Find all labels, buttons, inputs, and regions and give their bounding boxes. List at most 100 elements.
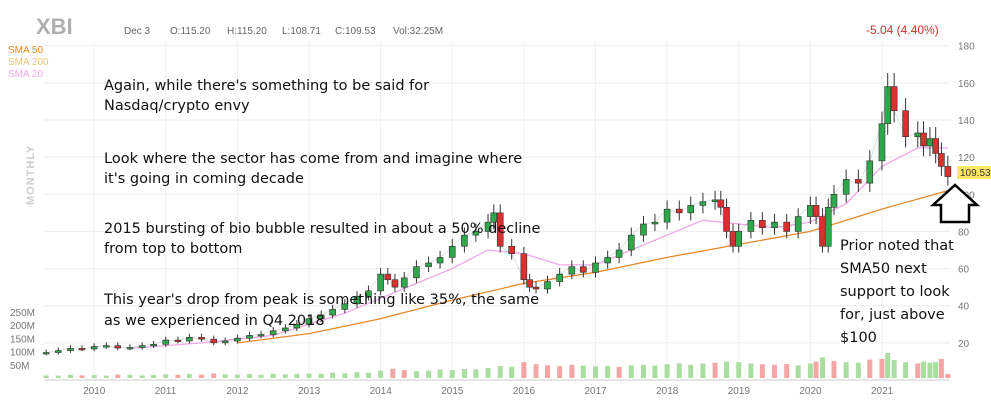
header-open: O:115.20 xyxy=(170,26,211,37)
volume-bar xyxy=(664,364,670,378)
volume-bar xyxy=(378,370,384,378)
candle-body xyxy=(759,219,766,229)
candle-body xyxy=(186,336,193,342)
volume-bar xyxy=(294,374,300,378)
candle-body xyxy=(687,205,695,214)
candle-body xyxy=(890,86,898,112)
candle-body xyxy=(640,223,647,236)
candle-body xyxy=(210,338,218,344)
candle-body xyxy=(246,335,253,339)
volume-bar xyxy=(43,375,49,378)
note-line-6: from top to bottom xyxy=(104,241,242,257)
candle-body xyxy=(824,206,832,247)
volume-bar xyxy=(151,375,157,378)
annotation-text: Again, while there's something to be sai… xyxy=(103,78,954,346)
volume-bar xyxy=(795,365,801,378)
x-tick-label: 2018 xyxy=(656,386,679,397)
volume-bar xyxy=(544,365,550,378)
legend-sma-50: SMA 50 xyxy=(8,45,43,56)
volume-bar xyxy=(945,374,951,378)
volume-bar xyxy=(759,364,765,378)
x-tick-label: 2017 xyxy=(584,386,607,397)
note-line-4: it's going in coming decade xyxy=(104,171,304,187)
note-line-8: as we experienced in Q4 2018 xyxy=(104,313,325,329)
volume-bar xyxy=(258,374,264,378)
candle-body xyxy=(675,208,683,214)
volume-bar xyxy=(879,358,885,378)
y-tick-label: 40 xyxy=(958,302,970,313)
candle-body xyxy=(391,279,399,288)
volume-tick-label: 100M xyxy=(10,348,35,359)
candle-body xyxy=(413,266,420,279)
volume-bar xyxy=(772,364,778,378)
candle-body xyxy=(126,347,134,350)
x-tick-label: 2019 xyxy=(728,386,751,397)
note-line-7: This year's drop from peak is something … xyxy=(103,292,539,308)
candle-body xyxy=(920,132,927,147)
y-tick-label: 20 xyxy=(958,339,970,350)
candle-body xyxy=(717,199,725,208)
x-tick-label: 2010 xyxy=(83,386,106,397)
volume-bar xyxy=(533,364,539,378)
header-volume: Vol:32.25M xyxy=(393,26,443,37)
volume-bar xyxy=(521,362,527,378)
volume-bar xyxy=(55,375,61,378)
volume-bar xyxy=(461,369,467,378)
volume-bar xyxy=(175,374,181,378)
candle-body xyxy=(604,257,611,264)
candle-body xyxy=(878,123,886,162)
volume-bar xyxy=(103,375,109,378)
candle-body xyxy=(257,334,265,337)
sma-20-line xyxy=(129,147,948,350)
volume-bar xyxy=(282,374,288,378)
header-high: H:115.20 xyxy=(227,26,267,37)
candle-body xyxy=(162,339,170,345)
volume-bar xyxy=(342,373,348,378)
volume-bar xyxy=(640,364,646,378)
y-tick-label: 60 xyxy=(958,265,970,276)
volume-bar xyxy=(186,374,192,378)
volume-bar xyxy=(891,360,897,378)
volume-bar xyxy=(365,372,371,378)
x-tick-label: 2011 xyxy=(155,386,177,397)
volume-bar xyxy=(270,373,276,378)
volume-bar xyxy=(843,362,849,378)
note-line-1: Again, while there's something to be sai… xyxy=(104,78,429,94)
volume-bar xyxy=(330,372,336,378)
candle-body xyxy=(938,153,945,167)
legend-sma-200: SMA 200 xyxy=(8,57,49,68)
volume-tick-label: 50M xyxy=(10,361,29,372)
legend-sma-20: SMA 20 xyxy=(8,69,43,80)
volume-bar xyxy=(401,370,407,378)
y-tick-label: 180 xyxy=(958,42,975,53)
volume-bar xyxy=(736,362,742,378)
candles xyxy=(42,72,952,356)
ticker-symbol: XBI xyxy=(36,14,73,39)
candle-body xyxy=(651,221,659,225)
side-note-line-1: Prior noted that xyxy=(840,238,954,254)
candle-body xyxy=(317,314,325,320)
candle-body xyxy=(174,339,182,342)
candle-body xyxy=(353,296,361,305)
candle-body xyxy=(269,330,277,335)
side-note-line-4: for, just above xyxy=(840,307,945,323)
period-label: MONTHLY xyxy=(25,145,37,205)
volume-bar xyxy=(449,370,455,378)
candle-body xyxy=(783,221,791,232)
candle-body xyxy=(198,336,205,340)
candle-body xyxy=(735,231,743,247)
volume-bar xyxy=(933,362,939,378)
volume-bar xyxy=(473,369,479,378)
candle-body xyxy=(78,348,86,351)
header-close: C:109.53 xyxy=(335,26,376,37)
volume-bar xyxy=(700,363,706,378)
x-tick-label: 2014 xyxy=(370,386,393,397)
candle-body xyxy=(114,345,122,349)
volume-bar xyxy=(915,363,921,378)
x-tick-label: 2015 xyxy=(441,386,464,397)
candle-body xyxy=(866,160,874,184)
volume-bar xyxy=(748,363,754,378)
volume-bars xyxy=(43,352,951,378)
volume-bar xyxy=(426,370,432,378)
